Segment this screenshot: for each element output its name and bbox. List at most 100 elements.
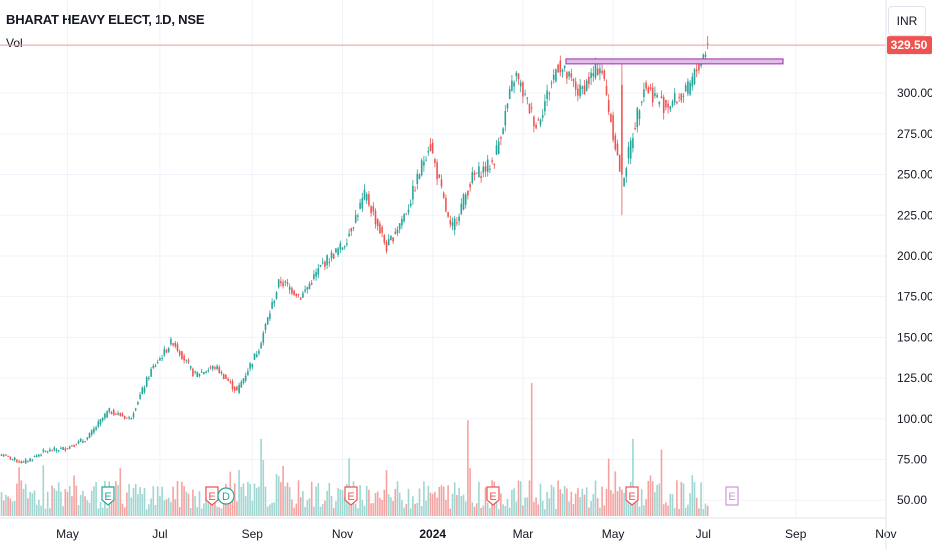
volume-bar [592, 494, 595, 516]
volume-bar [669, 493, 672, 516]
candle-body [174, 342, 177, 347]
earnings-marker[interactable]: E [486, 486, 500, 506]
candle-body [680, 93, 683, 101]
volume-bar [20, 480, 23, 516]
candle-body [189, 366, 192, 369]
volume-bar [337, 488, 339, 516]
candle-body [513, 82, 515, 87]
volume-bar [700, 482, 702, 516]
candle-body [519, 82, 522, 87]
volume-bar [423, 481, 425, 516]
candle-body [291, 288, 293, 294]
candle-body [607, 100, 610, 112]
earnings-marker[interactable]: E [344, 486, 358, 506]
volume-indicator-label: Vol [6, 36, 23, 50]
candle-body [478, 166, 480, 178]
currency-button[interactable]: INR [888, 6, 926, 36]
candle-body [101, 417, 104, 421]
y-tick-label: 225.00 [897, 208, 932, 222]
candle-body [104, 413, 106, 419]
candle-body [337, 248, 339, 256]
candle-body [500, 137, 502, 139]
volume-bar [368, 489, 370, 516]
volume-bar [308, 498, 311, 516]
candle-body [82, 440, 84, 443]
dividend-marker[interactable]: D [217, 487, 235, 505]
candle-body [374, 210, 377, 225]
volume-bar [273, 502, 276, 516]
volume-bar [546, 491, 548, 516]
candle-body [170, 339, 172, 345]
candle-body [264, 324, 267, 330]
candle-body [143, 387, 146, 393]
volume-bar [240, 486, 243, 516]
candle-body [75, 444, 78, 446]
volume-bar [526, 497, 529, 516]
candle-body [31, 459, 34, 461]
volume-bar [236, 501, 238, 516]
candle-body [572, 78, 575, 82]
candle-body [442, 192, 445, 198]
volume-bar [101, 507, 104, 516]
volume-bar [244, 496, 247, 516]
volume-bar [568, 501, 570, 516]
candle-body [176, 344, 179, 351]
marker-shape [725, 486, 739, 506]
volume-bar [658, 483, 661, 516]
volume-bar [13, 501, 16, 516]
volume-bar [379, 497, 381, 516]
volume-bar [284, 486, 287, 516]
marker-shape [625, 486, 639, 506]
candle-body [645, 82, 647, 89]
candle-body [559, 60, 562, 73]
candle-body [297, 294, 300, 296]
volume-bar [555, 508, 557, 516]
earnings-marker[interactable]: E [205, 486, 219, 506]
earnings-marker[interactable]: E [101, 486, 115, 506]
marker-shape [217, 487, 235, 505]
candle-body [229, 381, 232, 383]
volume-bar [88, 502, 91, 516]
candle-body [38, 454, 40, 457]
volume-bar [227, 492, 229, 516]
volume-bar [596, 498, 599, 516]
earnings-marker[interactable]: E [725, 486, 739, 506]
candle-body [293, 290, 295, 295]
volume-bar [497, 509, 500, 516]
marker-shape [205, 486, 219, 506]
volume-bar [106, 508, 108, 516]
volume-bar [381, 499, 383, 516]
candle-body [427, 150, 430, 153]
volume-bar [22, 488, 25, 516]
candle-body [27, 460, 29, 462]
earnings-marker[interactable]: E [625, 486, 639, 506]
candle-body [473, 172, 476, 175]
candle-body [33, 455, 36, 457]
candle-body [511, 80, 513, 91]
volume-bar [84, 496, 86, 516]
volume-bar [282, 465, 284, 516]
candle-body [530, 107, 533, 109]
volume-bar [693, 482, 696, 516]
candle-body [429, 144, 432, 151]
candle-body [119, 412, 122, 416]
candle-body [695, 69, 698, 72]
volume-bar [495, 501, 498, 516]
candle-body [185, 359, 188, 361]
volume-bar [667, 505, 669, 516]
volume-bar [277, 476, 280, 516]
volume-bar [440, 485, 443, 516]
volume-bar [572, 504, 575, 516]
candle-body [211, 365, 214, 369]
volume-bar [90, 490, 93, 516]
volume-bar [627, 497, 630, 516]
volume-bar [126, 492, 128, 516]
candle-body [123, 416, 126, 419]
volume-bar [704, 503, 707, 516]
candle-body [141, 387, 144, 395]
candle-body [280, 281, 282, 284]
candle-body [339, 243, 342, 250]
candle-body [462, 194, 465, 210]
